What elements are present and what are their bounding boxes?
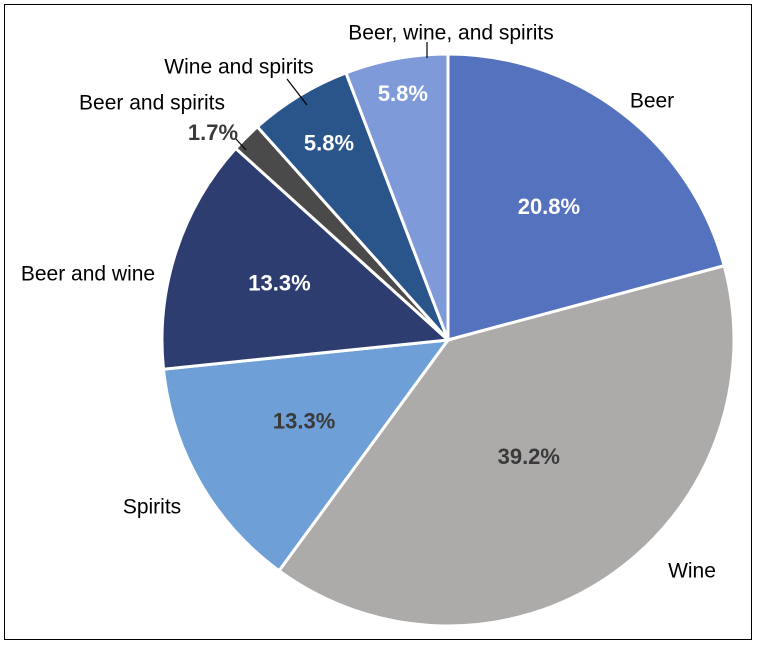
slices-layer (160, 52, 736, 628)
slice-beer-and-wine (160, 146, 452, 371)
value-label-beer-and-spirits: 1.7% (188, 120, 238, 145)
leader-line-beer-and-spirits (235, 138, 247, 151)
category-label-wine: Wine (668, 560, 716, 583)
value-label-wine-and-spirits: 5.8% (304, 130, 354, 155)
category-label-wine-and-spirits: Wine and spirits (164, 56, 313, 79)
slice-beer-wine-and-spirits (344, 52, 450, 341)
category-label-spirits: Spirits (123, 496, 181, 519)
value-label-beer-wine-and-spirits: 5.8% (378, 81, 428, 106)
slice-beer (446, 52, 727, 342)
category-label-beer-wine-and-spirits: Beer, wine, and spirits (348, 22, 553, 45)
value-label-beer: 20.8% (518, 194, 580, 219)
slice-wine (276, 263, 736, 628)
category-label-beer-and-wine: Beer and wine (21, 263, 155, 286)
value-label-spirits: 13.3% (273, 408, 335, 433)
value-label-wine: 39.2% (498, 444, 560, 469)
value-label-beer-and-wine: 13.3% (248, 271, 310, 296)
labels-layer: 20.8% Beer 39.2% Wine 13.3% Spirits 13.3% Beer … (21, 22, 716, 583)
category-label-beer: Beer (630, 90, 674, 113)
slice-spirits (161, 338, 452, 573)
category-label-beer-and-spirits: Beer and spirits (79, 92, 225, 115)
leaders-layer (235, 42, 428, 151)
leader-line-wine-and-spirits (286, 78, 308, 106)
